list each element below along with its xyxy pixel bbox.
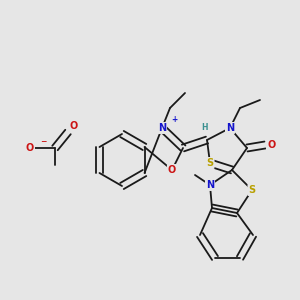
Text: O: O — [267, 140, 275, 150]
Text: −: − — [40, 137, 46, 146]
Text: +: + — [171, 116, 177, 124]
Text: O: O — [168, 165, 176, 175]
Text: O: O — [26, 143, 34, 153]
Text: O: O — [69, 121, 77, 131]
Text: N: N — [158, 123, 166, 133]
Text: N: N — [206, 180, 214, 190]
Text: S: S — [248, 185, 256, 195]
Text: S: S — [206, 158, 214, 168]
Text: H: H — [202, 122, 208, 131]
Text: N: N — [226, 123, 234, 133]
